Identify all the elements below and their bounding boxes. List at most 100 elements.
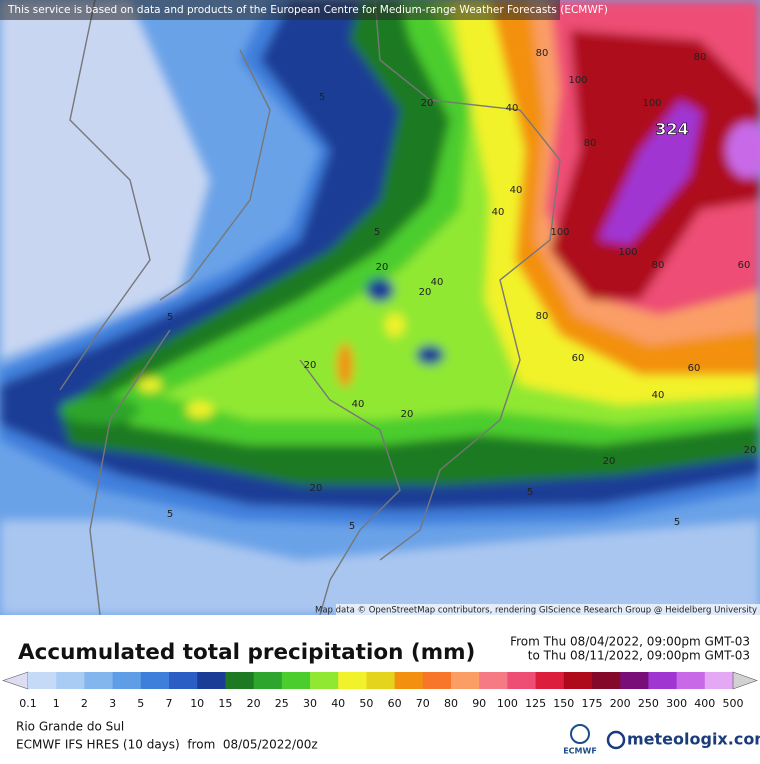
contour-label: 80 (694, 52, 707, 63)
meteologix-text: meteologix.com (627, 730, 760, 749)
meteologix-icon (606, 730, 626, 750)
contour-label: 80 (536, 48, 549, 59)
contour-label: 100 (568, 75, 587, 86)
color-box (535, 672, 565, 689)
colorbar-label: 0.1 (19, 697, 37, 710)
color-box (451, 672, 480, 689)
color-box (338, 672, 367, 689)
banner-bg (0, 0, 560, 20)
contour-label: 5 (349, 521, 355, 532)
colorbar-arrow-low (2, 671, 29, 690)
contour-label: 60 (738, 260, 751, 271)
precip-field (0, 0, 760, 615)
color-box (507, 672, 537, 689)
contour-label: 100 (618, 247, 637, 258)
color-box (620, 672, 649, 689)
contour-label: 40 (510, 185, 523, 196)
attribution: Map data © OpenStreetMap contributors, r… (315, 606, 757, 616)
colorbar-label: 1 (53, 697, 60, 710)
contour-label: 80 (536, 311, 549, 322)
colorbar-label: 400 (694, 697, 715, 710)
period-to: to Thu 08/11/2022, 09:00pm GMT-03 (528, 649, 750, 663)
colorbar-label: 3 (109, 697, 116, 710)
color-box (648, 672, 678, 689)
colorbar-label: 15 (218, 697, 232, 710)
contour-label: 40 (431, 277, 444, 288)
colorbar: 0.1 1 2 3 5 7 10 15 20 25 30 40 50 60 70 80 90 100 125 150 1… (2, 671, 758, 710)
color-box (28, 672, 57, 689)
attribution-bg (336, 604, 760, 615)
color-box (169, 672, 198, 689)
color-box (225, 672, 255, 689)
meteologix-logo: meteologix.com (606, 730, 760, 750)
contour-label: 100 (642, 98, 661, 109)
colorbar-label: 20 (247, 697, 261, 710)
color-box (479, 672, 508, 689)
contour-label: 80 (584, 138, 597, 149)
colorbar-label: 300 (666, 697, 687, 710)
colorbar-label: 50 (359, 697, 373, 710)
colorbar-label: 500 (723, 697, 744, 710)
colorbar-label: 7 (166, 697, 173, 710)
contour-label: 20 (603, 456, 616, 467)
colorbar-label: 90 (472, 697, 486, 710)
color-box (84, 672, 114, 689)
color-box (56, 672, 85, 689)
contour-label: 60 (688, 363, 701, 374)
contour-label: 80 (652, 260, 665, 271)
contour-label: 20 (376, 262, 389, 273)
contour-label: 20 (744, 445, 757, 456)
colorbar-label: 60 (388, 697, 402, 710)
contour-label: 5 (319, 92, 325, 103)
color-box (704, 672, 734, 689)
color-box (310, 672, 339, 689)
color-box (563, 672, 593, 689)
colorbar-label: 10 (190, 697, 204, 710)
contour-label: 5 (374, 227, 380, 238)
contour-label: 100 (550, 227, 569, 238)
contour-label: 5 (674, 517, 680, 528)
title: Accumulated total precipitation (mm) (18, 640, 475, 665)
color-box (366, 672, 396, 689)
colorbar-label: 80 (444, 697, 458, 710)
banner: This service is based on data and produc… (7, 4, 608, 16)
contour-label: 40 (506, 103, 519, 114)
ecmwf-icon (570, 724, 590, 744)
borders (59, 0, 561, 615)
model-info: ECMWF IFS HRES (10 days) from 08/05/2022… (16, 738, 318, 752)
ecmwf-logo: ECMWF (563, 724, 597, 756)
colorbar-label: 125 (525, 697, 546, 710)
color-box (197, 672, 226, 689)
contour-label: 40 (652, 390, 665, 401)
color-box (112, 672, 142, 689)
ecmwf-text: ECMWF (563, 747, 597, 756)
color-box (676, 672, 706, 689)
contour-label: 5 (527, 487, 533, 498)
color-box (281, 672, 311, 689)
contour-label: 20 (419, 287, 432, 298)
colorbar-label: 250 (638, 697, 659, 710)
colorbar-label: 200 (610, 697, 631, 710)
colorbar-label: 175 (582, 697, 603, 710)
colorbar-label: 40 (331, 697, 345, 710)
colorbar-label: 100 (497, 697, 518, 710)
contour-label: 20 (304, 360, 317, 371)
contour-label: 20 (310, 483, 323, 494)
color-box (394, 672, 424, 689)
colorbar-label: 150 (553, 697, 574, 710)
colorbar-arrow-high (732, 671, 758, 690)
color-box (140, 672, 170, 689)
contour-label: 5 (167, 509, 173, 520)
colorbar-label: 2 (81, 697, 88, 710)
contour-label: 40 (492, 207, 505, 218)
contour-label: 40 (352, 399, 365, 410)
color-box (253, 672, 283, 689)
contour-label: 5 (167, 312, 173, 323)
contour-label: 324 (655, 120, 688, 139)
period-from: From Thu 08/04/2022, 09:00pm GMT-03 (510, 635, 750, 649)
colorbar-label: 70 (416, 697, 430, 710)
colorbar-label: 5 (137, 697, 144, 710)
